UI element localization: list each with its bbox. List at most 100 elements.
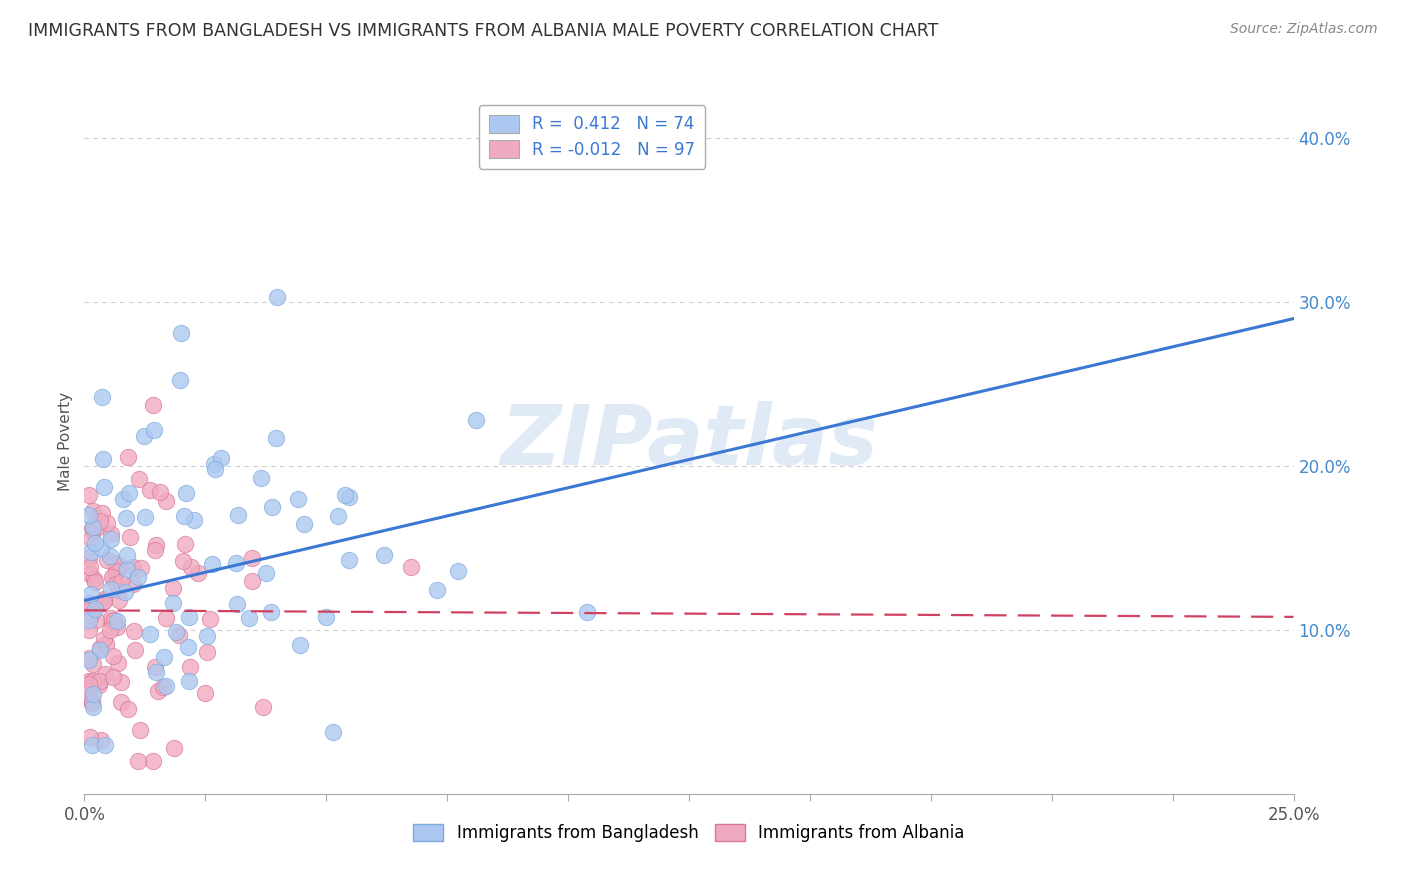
Text: ZIPatlas: ZIPatlas: [501, 401, 877, 482]
Point: [238, 611, 260, 625]
Point: [82, 504, 104, 518]
Point: [179, 660, 201, 674]
Point: [100, 611, 122, 625]
Point: [124, 642, 146, 657]
Point: [576, 605, 599, 619]
Point: [167, 627, 190, 641]
Point: [373, 548, 395, 562]
Point: [91, 451, 114, 466]
Point: [149, 485, 172, 500]
Point: [169, 373, 191, 387]
Point: [120, 529, 142, 543]
Point: [83, 535, 105, 549]
Point: [79, 532, 101, 546]
Point: [250, 471, 273, 485]
Point: [240, 574, 263, 589]
Point: [77, 650, 100, 665]
Point: [77, 623, 100, 637]
Point: [80, 608, 103, 623]
Point: [174, 486, 197, 500]
Point: [337, 553, 360, 567]
Point: [90, 596, 112, 610]
Point: [84, 614, 107, 628]
Point: [79, 560, 101, 574]
Point: [80, 738, 103, 752]
Point: [108, 582, 131, 597]
Point: [226, 597, 249, 611]
Point: [107, 656, 129, 670]
Point: [225, 556, 247, 570]
Point: [90, 390, 112, 404]
Text: Source: ZipAtlas.com: Source: ZipAtlas.com: [1230, 22, 1378, 37]
Point: [127, 754, 149, 768]
Point: [121, 560, 143, 574]
Point: [162, 596, 184, 610]
Point: [80, 587, 103, 601]
Point: [84, 521, 107, 535]
Point: [93, 632, 115, 647]
Point: [266, 290, 288, 304]
Point: [337, 491, 360, 505]
Point: [98, 549, 121, 563]
Point: [143, 659, 166, 673]
Point: [77, 596, 100, 610]
Point: [254, 566, 277, 580]
Point: [83, 575, 105, 590]
Point: [142, 398, 165, 412]
Point: [262, 500, 284, 514]
Point: [139, 627, 162, 641]
Point: [82, 696, 104, 710]
Point: [96, 553, 118, 567]
Point: [100, 527, 122, 541]
Point: [287, 491, 309, 506]
Point: [79, 567, 101, 582]
Point: [103, 614, 125, 628]
Point: [94, 637, 117, 651]
Point: [260, 606, 283, 620]
Point: [80, 545, 103, 559]
Point: [252, 700, 274, 714]
Point: [115, 562, 138, 576]
Point: [77, 508, 100, 523]
Point: [187, 566, 209, 581]
Point: [446, 564, 468, 578]
Point: [202, 457, 225, 471]
Point: [80, 521, 103, 535]
Point: [465, 413, 488, 427]
Point: [90, 733, 112, 747]
Point: [266, 431, 288, 445]
Point: [91, 506, 114, 520]
Point: [333, 488, 356, 502]
Point: [77, 691, 100, 706]
Point: [128, 472, 150, 486]
Point: [180, 560, 202, 574]
Point: [177, 640, 200, 654]
Point: [103, 648, 125, 663]
Point: [77, 677, 100, 691]
Point: [98, 623, 121, 637]
Point: [209, 450, 232, 465]
Point: [134, 429, 156, 443]
Point: [89, 514, 111, 528]
Point: [77, 488, 100, 502]
Point: [170, 326, 193, 340]
Point: [122, 624, 145, 638]
Point: [152, 680, 174, 694]
Point: [105, 620, 128, 634]
Point: [226, 508, 249, 522]
Point: [93, 667, 115, 681]
Point: [195, 629, 218, 643]
Point: [104, 576, 127, 591]
Point: [110, 674, 132, 689]
Point: [77, 551, 100, 566]
Point: [82, 675, 104, 690]
Point: [115, 511, 138, 525]
Point: [89, 673, 111, 688]
Point: [101, 670, 124, 684]
Point: [183, 513, 205, 527]
Y-axis label: Male Poverty: Male Poverty: [58, 392, 73, 491]
Point: [194, 686, 217, 700]
Point: [117, 450, 139, 464]
Point: [110, 695, 132, 709]
Point: [315, 609, 337, 624]
